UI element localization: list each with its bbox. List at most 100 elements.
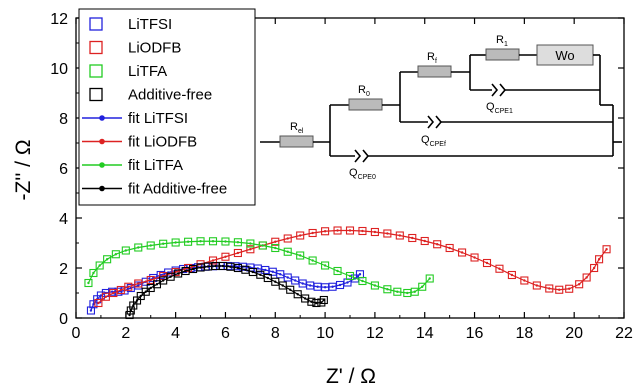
fit-dot-litfa (373, 284, 377, 287)
fit-dot-additive-free (274, 280, 277, 283)
point-additive-free (319, 295, 328, 305)
fit-dot-litfsi (331, 285, 334, 288)
x-tick-label: 16 (466, 325, 484, 342)
point-liodfb (507, 270, 516, 280)
legend-marker (89, 87, 103, 102)
fit-dot-liodfb (104, 295, 108, 298)
fit-dot-liodfb (577, 283, 581, 286)
legend-fit-dot (99, 162, 105, 168)
fit-dot-litfa (211, 240, 215, 243)
legend-label: fit LiTFA (128, 157, 183, 174)
x-tick-label: 20 (565, 325, 583, 342)
fit-dot-litfa (186, 240, 190, 243)
fit-dot-litfa (98, 264, 101, 267)
label-q-cpef: QCPEf (421, 134, 446, 148)
point-litfa (246, 239, 255, 248)
fit-dot-liodfb (510, 273, 514, 277)
fit-dot-additive-free (199, 266, 202, 269)
x-tick-label: 6 (221, 325, 230, 342)
fit-dot-litfa (137, 246, 140, 249)
fit-dot-litfsi (279, 273, 282, 276)
point-liodfb (271, 237, 280, 246)
fit-line-litfa (87, 240, 431, 294)
point-liodfb (420, 236, 429, 246)
fit-dot-litfa (174, 241, 177, 244)
point-liodfb (458, 248, 467, 257)
point-additive-free (125, 310, 134, 320)
fit-dot-additive-free (155, 283, 159, 286)
point-litfa (345, 271, 355, 281)
fit-dot-liodfb (498, 267, 501, 270)
fit-dot-litfsi (316, 285, 319, 288)
point-liodfb (146, 275, 155, 285)
fit-dot-liodfb (249, 248, 252, 251)
fit-dot-litfa (413, 290, 416, 293)
fit-dot-liodfb (597, 258, 601, 261)
point-litfsi (114, 287, 123, 296)
point-liodfb (582, 273, 591, 282)
fit-dot-litfsi (271, 270, 274, 273)
resistor-el (279, 135, 314, 148)
fit-dot-litfa (421, 285, 424, 288)
point-additive-free (278, 281, 287, 290)
fit-dot-liodfb (348, 229, 352, 232)
x-axis-title: Z' / Ω (326, 365, 376, 388)
legend-marker (89, 64, 103, 78)
label-wo: Wo (555, 48, 574, 63)
fit-dot-litfa (361, 279, 364, 283)
point-liodfb (370, 227, 379, 237)
point-litfa (221, 237, 230, 246)
fit-dot-additive-free (176, 272, 180, 275)
fit-dot-additive-free (132, 304, 135, 307)
fit-dot-additive-free (322, 298, 326, 302)
fit-dot-litfa (396, 290, 399, 293)
point-litfsi (86, 306, 95, 315)
legend-label: fit LiODFB (128, 134, 197, 151)
point-litfa (393, 287, 402, 296)
fit-dot-litfa (114, 253, 118, 256)
series-layer (84, 226, 611, 320)
point-litfa (184, 237, 193, 246)
point-litfa (121, 246, 130, 255)
y-tick-label: 2 (59, 261, 68, 278)
x-tick-label: 10 (316, 325, 334, 342)
point-litfa (333, 266, 342, 276)
fit-dot-liodfb (211, 259, 215, 262)
fit-dot-additive-free (214, 264, 217, 268)
fit-dot-liodfb (568, 287, 571, 290)
point-liodfb (520, 276, 529, 285)
fit-dot-liodfb (236, 251, 240, 255)
point-liodfb (575, 280, 584, 289)
point-litfa (410, 287, 419, 296)
cpef-symbol (427, 115, 435, 129)
fit-dot-litfa (249, 242, 252, 245)
fit-dot-additive-free (289, 288, 292, 291)
point-liodfb (233, 248, 242, 258)
fit-dot-litfsi (308, 284, 312, 287)
point-liodfb (358, 226, 367, 236)
fit-dot-additive-free (144, 290, 147, 293)
point-additive-free (286, 285, 295, 294)
legend-marker (89, 40, 103, 55)
fit-dot-liodfb (460, 251, 464, 254)
point-additive-free (317, 298, 326, 307)
fit-dot-liodfb (435, 243, 439, 246)
point-additive-free (293, 290, 302, 299)
fit-dot-additive-free (129, 309, 132, 312)
fit-dot-additive-free (184, 269, 187, 273)
fit-dot-additive-free (315, 301, 318, 305)
fit-dot-litfa (87, 281, 90, 285)
fit-dot-liodfb (224, 255, 227, 258)
resistor-0 (348, 98, 383, 111)
fit-dot-liodfb (323, 230, 327, 233)
fit-dot-litfsi (286, 276, 289, 279)
legend-marker (89, 17, 103, 31)
point-litfa (308, 256, 317, 265)
point-litfa (296, 251, 305, 260)
fit-dot-litfa (199, 240, 202, 243)
cpe1-symbol (491, 83, 499, 97)
fit-dot-additive-free (149, 286, 152, 290)
point-liodfb (124, 282, 133, 291)
point-litfa (111, 250, 120, 259)
